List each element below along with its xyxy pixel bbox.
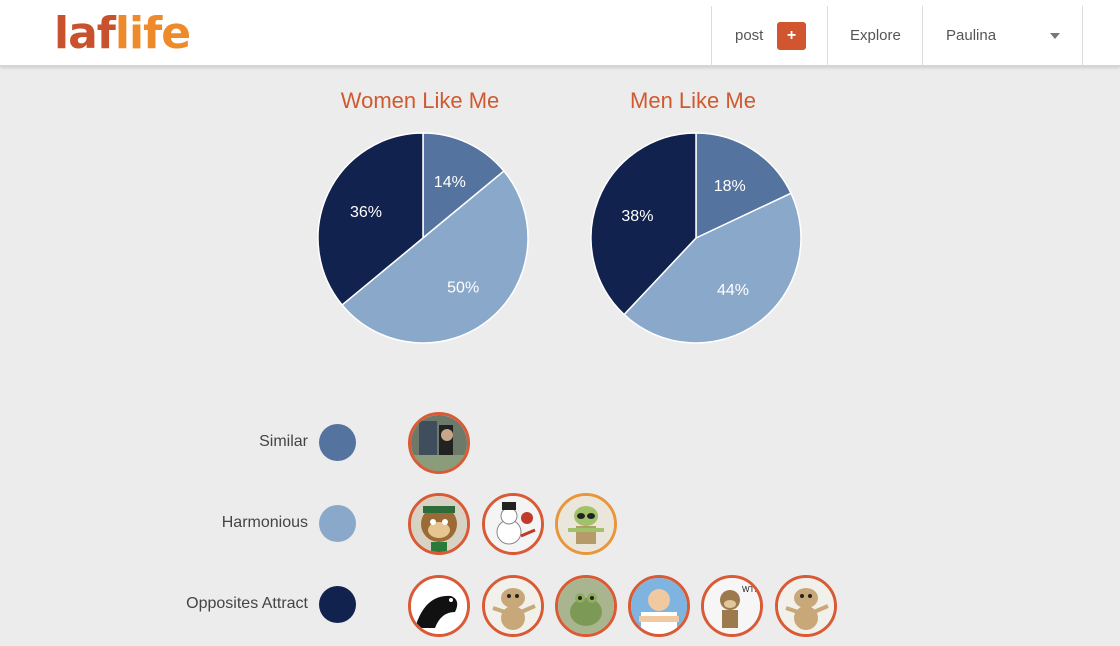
legend-dot-harmonious [319, 505, 356, 542]
frog-avatar[interactable] [555, 575, 617, 637]
nav-divider [827, 6, 828, 66]
women-chart-title: Women Like Me [340, 88, 500, 113]
nav-divider [711, 6, 712, 66]
snowman-avatar[interactable] [482, 493, 544, 555]
men-pie-slice-similar [695, 132, 793, 240]
legend-label-harmonious: Harmonious [221, 514, 308, 531]
legend-label-similar: Similar [259, 433, 308, 450]
add-post-button[interactable]: + [777, 22, 806, 50]
monkey-avatar[interactable]: WTF [701, 575, 763, 637]
photo-avatar[interactable] [408, 412, 470, 474]
dog-avatar[interactable] [775, 575, 837, 637]
women-pie-label-similar: 14% [434, 174, 466, 191]
nav-divider [1082, 6, 1083, 66]
legend-label-opposites: Opposites Attract [186, 595, 308, 612]
women-pie-chart: 14% 50% 36% [317, 132, 529, 344]
women-pie-label-harmonious: 50% [447, 280, 479, 297]
men-pie-label-harmonious: 44% [717, 282, 749, 299]
nav-divider [922, 6, 923, 66]
men-chart-title: Men Like Me [630, 88, 756, 113]
bear-avatar[interactable] [408, 493, 470, 555]
silhouette-avatar[interactable] [408, 575, 470, 637]
laflife-logo[interactable]: laflife [54, 7, 191, 61]
women-pie-slice-opposites [317, 132, 424, 306]
dog-avatar[interactable] [482, 575, 544, 637]
women-pie-label-opposites: 36% [350, 204, 382, 221]
men-pie-label-opposites: 38% [621, 208, 653, 225]
mr-clean-avatar[interactable] [628, 575, 690, 637]
men-pie-label-similar: 18% [714, 178, 746, 195]
women-pie-slice-similar [422, 132, 505, 240]
chevron-down-icon[interactable] [1050, 33, 1060, 39]
legend-dot-similar [319, 424, 356, 461]
legend-dot-opposites [319, 586, 356, 623]
women-pie-slice-harmonious [341, 170, 529, 344]
logo-part1: laf [54, 8, 116, 59]
post-link[interactable]: post [735, 27, 764, 44]
top-navbar: laflife post + Explore Paulina [0, 0, 1120, 66]
explore-link[interactable]: Explore [850, 27, 901, 44]
men-pie-slice-opposites [590, 132, 697, 316]
logo-part2: life [114, 8, 191, 59]
user-menu-name[interactable]: Paulina [946, 27, 997, 44]
men-pie-chart: 18% 44% 38% [590, 132, 802, 344]
alien-avatar[interactable] [555, 493, 617, 555]
men-pie-slice-harmonious [623, 192, 802, 344]
svg-text:WTF: WTF [742, 585, 759, 594]
